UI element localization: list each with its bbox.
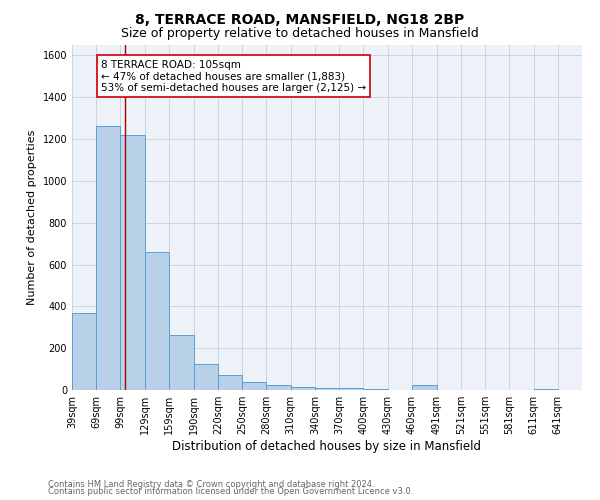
- Bar: [290, 387, 315, 390]
- Text: Contains HM Land Registry data © Crown copyright and database right 2024.: Contains HM Land Registry data © Crown c…: [48, 480, 374, 489]
- Bar: [242, 382, 266, 390]
- Bar: [339, 388, 364, 390]
- Bar: [145, 252, 169, 390]
- Bar: [218, 376, 242, 390]
- Bar: [194, 364, 218, 390]
- Text: Size of property relative to detached houses in Mansfield: Size of property relative to detached ho…: [121, 28, 479, 40]
- Bar: [169, 334, 194, 390]
- Text: Contains public sector information licensed under the Open Government Licence v3: Contains public sector information licen…: [48, 487, 413, 496]
- Bar: [412, 386, 437, 390]
- Bar: [315, 388, 339, 390]
- Text: 8 TERRACE ROAD: 105sqm
← 47% of detached houses are smaller (1,883)
53% of semi-: 8 TERRACE ROAD: 105sqm ← 47% of detached…: [101, 60, 366, 93]
- Bar: [72, 312, 96, 390]
- Bar: [364, 388, 388, 390]
- Bar: [96, 126, 121, 390]
- Bar: [121, 135, 145, 390]
- Bar: [266, 385, 290, 390]
- Y-axis label: Number of detached properties: Number of detached properties: [27, 130, 37, 305]
- Bar: [533, 389, 558, 390]
- X-axis label: Distribution of detached houses by size in Mansfield: Distribution of detached houses by size …: [173, 440, 482, 453]
- Text: 8, TERRACE ROAD, MANSFIELD, NG18 2BP: 8, TERRACE ROAD, MANSFIELD, NG18 2BP: [136, 12, 464, 26]
